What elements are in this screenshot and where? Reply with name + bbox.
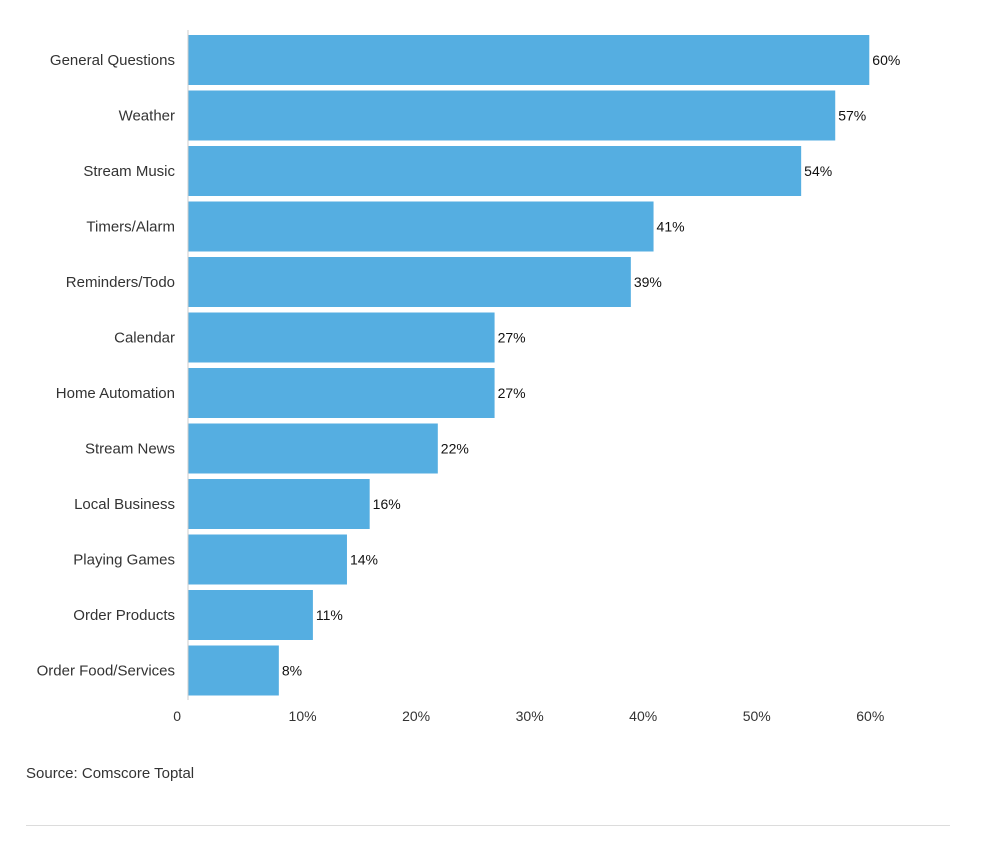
data-label: 27% — [498, 330, 526, 346]
category-label: Playing Games — [73, 552, 175, 569]
x-axis-ticks: 0 10% 20% 30% 40% 50% 60% — [173, 708, 884, 724]
x-tick-label: 0 — [173, 708, 181, 724]
category-label: Stream News — [85, 441, 175, 458]
data-label: 57% — [838, 108, 866, 124]
bar — [188, 423, 438, 474]
category-label: Reminders/Todo — [66, 274, 175, 291]
data-label: 41% — [657, 219, 685, 235]
category-labels: General Questions Weather Stream Music Time… — [37, 52, 176, 680]
data-label: 22% — [441, 441, 469, 457]
footer-divider — [26, 825, 950, 826]
category-label: Order Food/Services — [37, 663, 175, 680]
category-label: General Questions — [50, 52, 175, 69]
bars-group — [188, 35, 870, 696]
bar — [188, 645, 279, 696]
bar — [188, 90, 836, 141]
bar — [188, 146, 802, 196]
x-tick-label: 20% — [402, 708, 430, 724]
data-label: 16% — [373, 496, 401, 512]
bar — [188, 257, 631, 307]
x-tick-label: 30% — [516, 708, 544, 724]
data-label: 11% — [316, 607, 343, 623]
bar — [188, 479, 370, 529]
data-label: 39% — [634, 274, 662, 290]
data-label: 54% — [804, 163, 832, 179]
bar — [188, 534, 347, 585]
category-label: Calendar — [114, 330, 175, 347]
category-label: Weather — [119, 108, 175, 125]
category-label: Stream Music — [83, 163, 175, 180]
data-label: 27% — [498, 385, 526, 401]
x-tick-label: 40% — [629, 708, 657, 724]
x-tick-label: 50% — [743, 708, 771, 724]
source-note: Source: Comscore Toptal — [26, 765, 195, 782]
bar — [188, 368, 495, 418]
category-label: Order Products — [73, 607, 175, 624]
bar-chart: General Questions Weather Stream Music Time… — [37, 30, 900, 724]
category-label: Timers/Alarm — [86, 219, 175, 236]
category-label: Local Business — [74, 496, 175, 513]
data-labels: 60% 57% 54% 41% 39% 27% 27% 22% 16% 14% 11% 8% — [282, 52, 900, 679]
x-tick-label: 10% — [289, 708, 317, 724]
category-label: Home Automation — [56, 385, 175, 402]
x-tick-label: 60% — [856, 708, 884, 724]
bar — [188, 590, 313, 640]
data-label: 14% — [350, 552, 378, 568]
bar — [188, 35, 870, 85]
bar — [188, 312, 495, 363]
bar — [188, 201, 654, 252]
data-label: 8% — [282, 663, 302, 679]
data-label: 60% — [872, 52, 900, 68]
